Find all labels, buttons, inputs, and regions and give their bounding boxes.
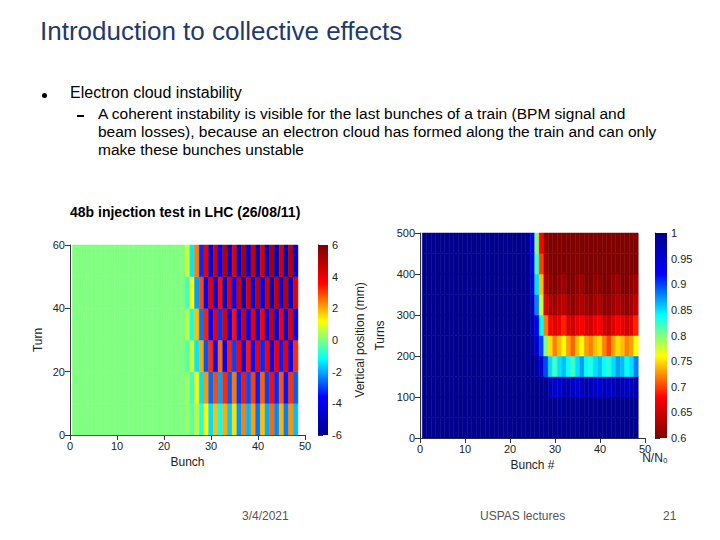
svg-text:-6: -6 [332,429,342,441]
svg-text:-2: -2 [332,366,342,378]
svg-text:40: 40 [252,440,264,452]
svg-text:0.6: 0.6 [671,432,686,444]
svg-text:500: 500 [397,227,415,239]
svg-text:2: 2 [332,302,338,314]
svg-text:0.65: 0.65 [671,406,692,418]
svg-text:50: 50 [639,443,651,455]
svg-text:Turn: Turn [31,328,45,352]
svg-text:30: 30 [205,440,217,452]
svg-text:0: 0 [332,334,338,346]
svg-text:20: 20 [158,440,170,452]
html-text:USPAS lectures: USPAS lectures [480,509,566,523]
svg-text:1: 1 [671,227,677,239]
html-text:48b injection test in LHC (26/: 48b injection test in LHC (26/08/11) [70,204,301,220]
svg-text:Turns: Turns [373,320,387,350]
svg-text:100: 100 [397,391,415,403]
svg-text:Vertical position (mm): Vertical position (mm) [353,282,367,397]
svg-text:10: 10 [459,443,471,455]
svg-text:20: 20 [504,443,516,455]
html-text:Electron cloud instability: Electron cloud instability [70,84,242,101]
svg-text:-4: -4 [332,397,342,409]
html-text:3/4/2021: 3/4/2021 [242,509,289,523]
svg-text:Bunch: Bunch [170,455,204,469]
svg-text:0: 0 [417,443,423,455]
svg-text:20: 20 [53,366,65,378]
svg-text:300: 300 [397,309,415,321]
svg-text:200: 200 [397,350,415,362]
svg-text:0: 0 [409,432,415,444]
svg-text:400: 400 [397,268,415,280]
html-text:A coherent instability is visi: A coherent instability is visible for th… [98,105,657,158]
svg-text:0: 0 [67,440,73,452]
svg-text:0.95: 0.95 [671,253,692,265]
svg-text:10: 10 [111,440,123,452]
svg-text:Bunch #: Bunch # [510,458,554,472]
svg-text:0.85: 0.85 [671,304,692,316]
svg-text:50: 50 [299,440,311,452]
html-text:21: 21 [663,509,677,523]
svg-text:0.75: 0.75 [671,355,692,367]
svg-text:0.9: 0.9 [671,278,686,290]
svg-text:N/N₀: N/N₀ [642,451,668,465]
svg-text:0.7: 0.7 [671,381,686,393]
svg-text:0.8: 0.8 [671,330,686,342]
svg-text:6: 6 [332,239,338,251]
svg-text:40: 40 [594,443,606,455]
svg-text:30: 30 [549,443,561,455]
svg-text:0: 0 [59,429,65,441]
svg-text:40: 40 [53,302,65,314]
html-text:Introduction to collective eff: Introduction to collective effects [40,16,403,46]
svg-text:60: 60 [53,239,65,251]
svg-text:4: 4 [332,271,338,283]
